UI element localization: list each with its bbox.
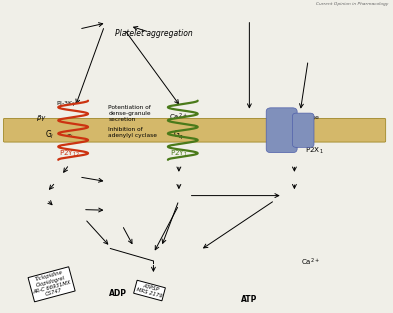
Text: P2Y$_{12}$: P2Y$_{12}$ <box>59 148 80 159</box>
Text: G$_i$: G$_i$ <box>45 129 54 141</box>
Text: P2X$_{1}$: P2X$_{1}$ <box>305 145 323 156</box>
Text: Ticlopidine
Clopidogrel
AR-C 66931MX
CS747: Ticlopidine Clopidogrel AR-C 66931MX CS7… <box>30 268 73 300</box>
Text: Shape change: Shape change <box>274 115 319 120</box>
FancyBboxPatch shape <box>4 118 386 142</box>
FancyBboxPatch shape <box>292 113 314 147</box>
Text: Inhibition of
adenylyl cyclase: Inhibition of adenylyl cyclase <box>108 127 157 138</box>
Text: A3PSP
MRS 2179: A3PSP MRS 2179 <box>135 282 164 299</box>
Text: Ca$^{2+}$: Ca$^{2+}$ <box>285 130 304 141</box>
Text: G$_q$: G$_q$ <box>173 129 184 142</box>
Text: ADP: ADP <box>109 289 127 298</box>
Text: Platelet aggregation: Platelet aggregation <box>114 29 192 38</box>
Text: P2Y$_{1}$: P2Y$_{1}$ <box>170 148 188 159</box>
Text: Ca$^{2+}$: Ca$^{2+}$ <box>169 112 188 123</box>
Text: Ca$^{2+}$: Ca$^{2+}$ <box>301 257 320 268</box>
Text: PI-3K$\gamma$: PI-3K$\gamma$ <box>56 99 78 108</box>
Text: Potentiation of
dense-granule
secretion: Potentiation of dense-granule secretion <box>108 105 151 122</box>
Text: $\beta\gamma$: $\beta\gamma$ <box>36 113 47 123</box>
Text: ATP: ATP <box>241 295 257 304</box>
Text: Current Opinion in Pharmacology: Current Opinion in Pharmacology <box>316 2 388 6</box>
FancyBboxPatch shape <box>266 108 297 153</box>
Text: $\alpha_i$: $\alpha_i$ <box>66 132 73 141</box>
